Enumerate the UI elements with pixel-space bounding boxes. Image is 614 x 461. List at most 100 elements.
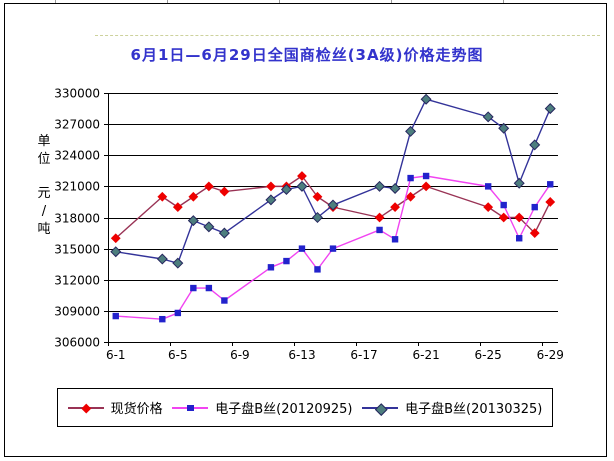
data-point-marker (312, 191, 323, 202)
y-tick-label: 306000 (54, 336, 100, 350)
data-point-marker (498, 212, 509, 223)
data-point-marker (112, 312, 119, 320)
data-point-marker (421, 181, 432, 192)
data-point-marker (374, 180, 386, 192)
data-point-marker (187, 215, 199, 227)
legend-sample (362, 402, 399, 415)
y-axis-unit-char: 单 (37, 134, 51, 149)
y-axis-unit-char: 元 (37, 186, 51, 201)
legend-label: 现货价格 (110, 402, 163, 417)
data-point-marker (218, 227, 230, 239)
x-tick-label: 6-13 (288, 348, 315, 362)
data-point-marker (172, 202, 183, 213)
data-point-marker (266, 181, 276, 192)
data-point-marker (283, 257, 290, 265)
data-point-marker (420, 93, 432, 105)
y-axis-unit-char: 位 (37, 152, 51, 167)
data-point-marker (203, 221, 215, 233)
x-tick-label: 6-29 (537, 348, 564, 362)
chart-title: 6月1日—6月29日全国商检丝(3A级)价格走势图 (130, 46, 484, 64)
legend-sample (67, 402, 104, 413)
y-tick-label: 318000 (54, 212, 100, 226)
series-line-2 (115, 98, 551, 264)
y-tick-label: 327000 (54, 118, 100, 132)
data-point-marker (329, 245, 337, 252)
chart-frame (4, 3, 607, 457)
data-point-marker (516, 235, 523, 242)
spreadsheet-cell-border-ticks (0, 0, 614, 3)
data-point-marker (498, 122, 510, 134)
data-point-marker (110, 246, 122, 258)
y-tick-label: 309000 (54, 305, 100, 319)
data-point-marker (219, 186, 230, 197)
legend: 现货价格 电子盘B丝(20120925) 电子盘B丝(20130325) (57, 388, 553, 427)
y-tick-label: 312000 (54, 274, 100, 288)
x-tick-label: 6-9 (230, 348, 250, 362)
data-point-marker (544, 103, 556, 115)
legend-label: 电子盘B丝(20130325) (405, 402, 543, 417)
data-point-marker (482, 111, 494, 123)
x-tick-label: 6-5 (168, 348, 188, 362)
data-point-marker (174, 309, 182, 317)
data-point-marker (327, 199, 339, 211)
data-point-marker (407, 174, 414, 182)
teal-diamond-marker-icon (375, 402, 388, 415)
data-point-marker (483, 202, 494, 213)
data-point-marker (311, 211, 323, 224)
y-axis-unit-label: 单位元 / 吨 (33, 133, 55, 239)
data-point-marker (314, 266, 321, 273)
legend-item-spot-price: 现货价格 (67, 398, 163, 417)
data-point-marker (405, 191, 416, 202)
legend-item-b-silk-20130325: 电子盘B丝(20130325) (362, 398, 542, 417)
data-point-marker (190, 284, 197, 292)
data-point-marker (265, 194, 277, 206)
data-point-marker (280, 183, 292, 195)
data-point-marker (500, 201, 507, 209)
x-tick-label: 6-25 (475, 348, 502, 362)
x-tick-label: 6-17 (350, 348, 377, 362)
data-point-marker (205, 284, 213, 292)
page-break-dashed-line (95, 35, 600, 36)
data-point-marker (159, 315, 166, 323)
data-point-marker (529, 139, 541, 151)
data-point-marker (157, 191, 168, 202)
data-point-marker (267, 264, 275, 271)
data-point-marker (156, 253, 168, 265)
data-point-marker (391, 236, 399, 243)
y-tick-label: 324000 (54, 149, 100, 163)
data-point-marker (529, 228, 540, 238)
y-axis-unit-char: / (41, 204, 47, 219)
blue-square-marker-icon (187, 404, 194, 411)
data-point-marker (513, 177, 525, 189)
data-point-marker (389, 182, 401, 194)
data-point-marker (422, 172, 430, 180)
data-point-marker (531, 203, 538, 211)
data-point-marker (297, 171, 307, 181)
data-point-marker (514, 212, 525, 223)
data-point-marker (298, 245, 306, 252)
legend-sample (172, 402, 209, 413)
data-point-marker (376, 226, 383, 234)
data-point-marker (405, 125, 417, 137)
x-tick-label: 6-21 (412, 348, 439, 362)
y-tick-label: 330000 (54, 87, 100, 101)
data-point-marker (221, 297, 228, 304)
data-point-marker (296, 180, 308, 192)
data-point-marker (203, 181, 214, 192)
data-point-marker (110, 233, 121, 244)
y-tick-label: 315000 (54, 243, 100, 257)
data-point-marker (390, 202, 400, 213)
y-tick-label: 321000 (54, 180, 100, 194)
data-point-marker (172, 257, 184, 269)
x-tick-label: 6-1 (106, 348, 126, 362)
data-point-marker (188, 191, 199, 202)
red-diamond-marker-icon (81, 403, 91, 413)
legend-label: 电子盘B丝(20120925) (215, 402, 353, 417)
data-point-marker (545, 197, 556, 207)
data-point-marker (547, 181, 554, 188)
data-point-marker (484, 183, 492, 190)
legend-item-b-silk-20120925: 电子盘B丝(20120925) (172, 398, 353, 417)
data-point-marker (374, 212, 385, 223)
